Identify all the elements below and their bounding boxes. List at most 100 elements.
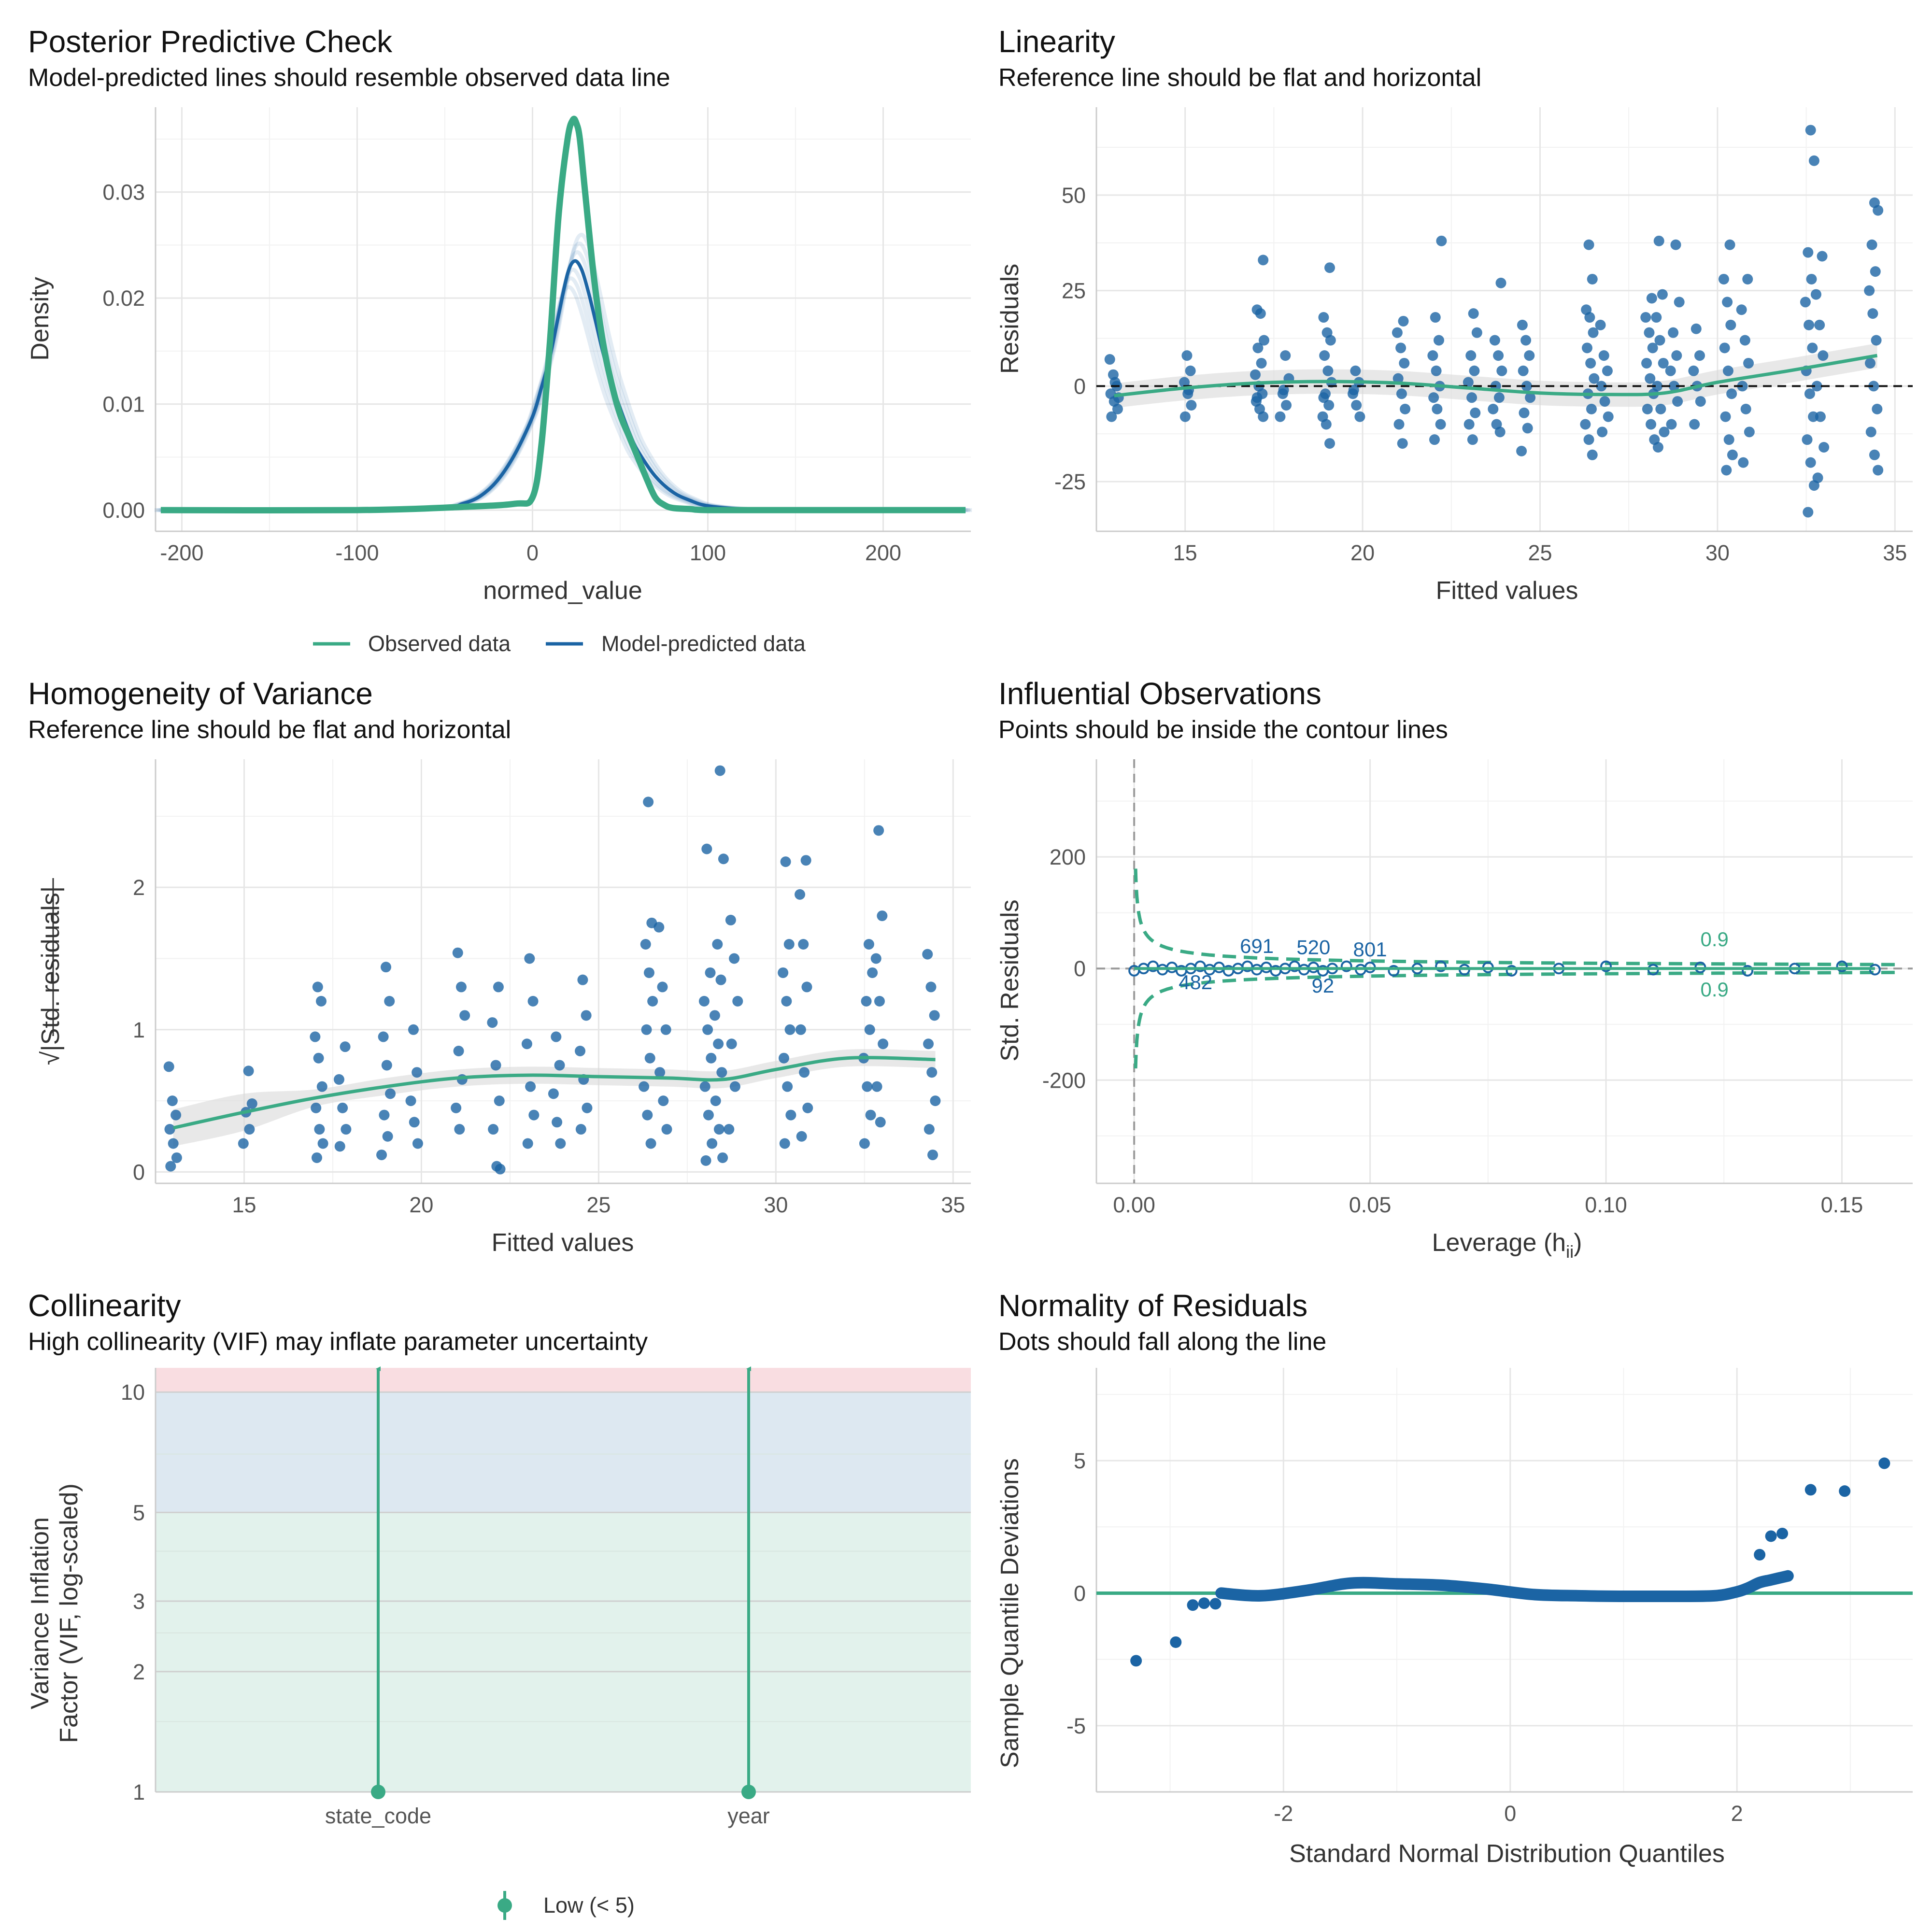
homogeneity-point (875, 1117, 886, 1128)
normality-point (1839, 1485, 1851, 1497)
linearity-point (1804, 388, 1815, 399)
linearity-point (1718, 273, 1729, 284)
homogeneity-point (643, 967, 654, 978)
homogeneity-point (340, 1041, 351, 1052)
linearity-point (1258, 411, 1269, 422)
linearity-x-tick-label: 20 (1350, 540, 1375, 565)
homogeneity-point (548, 1088, 559, 1099)
ppc-y-tick-label: 0.03 (102, 180, 145, 205)
ppc-x-tick-label: 0 (526, 540, 539, 565)
homogeneity-point (454, 1124, 465, 1135)
normality-point (1187, 1599, 1199, 1611)
linearity-point (1181, 350, 1193, 361)
linearity-y-tick-label: -25 (1054, 469, 1086, 494)
linearity-point (1524, 350, 1535, 361)
normality-y-tick-label: 5 (1074, 1449, 1086, 1473)
normality-point (1765, 1530, 1777, 1542)
linearity-point (1393, 419, 1405, 430)
influential-point-label: 92 (1312, 974, 1335, 997)
homogeneity-x-tick-label: 35 (941, 1193, 965, 1217)
homogeneity-point (795, 1024, 806, 1035)
linearity-point (1392, 327, 1403, 338)
homogeneity-point (878, 1038, 889, 1050)
homogeneity-point (554, 1060, 565, 1071)
linearity-point (1668, 327, 1679, 338)
homogeneity-point (867, 967, 878, 978)
linearity-point (1351, 399, 1362, 411)
collinearity-y-tick-label: 1 (133, 1780, 145, 1804)
linearity-point (1812, 472, 1823, 483)
ppc-predicted-line (160, 259, 966, 512)
linearity-point (1723, 434, 1734, 445)
homogeneity-point (799, 1067, 810, 1078)
linearity-point (1354, 411, 1365, 422)
influential-point (1388, 965, 1400, 977)
homogeneity-point (451, 1102, 462, 1113)
linearity-point (1104, 354, 1115, 365)
linearity-point (1588, 327, 1599, 338)
linearity-point (1348, 384, 1359, 396)
linearity-point (1258, 255, 1269, 266)
linearity-point (1112, 403, 1123, 414)
homogeneity-point (167, 1095, 178, 1107)
homogeneity-point (864, 1024, 875, 1035)
collinearity-x-tick-label: state_code (325, 1804, 431, 1828)
linearity-point (1495, 277, 1506, 288)
linearity-point (1399, 357, 1410, 369)
influential-point (1435, 960, 1447, 972)
homogeneity-point (785, 1109, 796, 1121)
homogeneity-point (317, 1138, 328, 1149)
homogeneity-point (412, 1138, 423, 1149)
homogeneity-point (379, 1109, 390, 1121)
homogeneity-point (698, 995, 710, 1007)
homogeneity-point (705, 967, 716, 978)
homogeneity-x-axis-label: Fitted values (492, 1229, 634, 1257)
linearity-point (1430, 312, 1441, 323)
homogeneity-x-tick-label: 25 (586, 1193, 611, 1217)
linearity-point (1321, 419, 1332, 430)
influential-point (1506, 965, 1518, 977)
collinearity-x-tick-label: year (727, 1804, 770, 1828)
linearity-point (1428, 392, 1439, 403)
homogeneity-point (238, 1138, 249, 1149)
linearity-point (1652, 441, 1663, 453)
ppc-title: Posterior Predictive Check (28, 24, 393, 59)
linearity-point (1252, 342, 1264, 354)
linearity-x-tick-label: 30 (1705, 540, 1730, 565)
influential-contour-label: 0.9 (1701, 928, 1729, 951)
linearity-point (1651, 312, 1662, 323)
influential-contour-label: 0.9 (1701, 978, 1729, 1001)
influential-plot-area: 0.00 0.05 0.10 0.15 -200 0 200 691 520 801 482 92 0.… (1042, 759, 1913, 1217)
linearity-point (1429, 434, 1440, 445)
linearity-point (1674, 297, 1685, 308)
homogeneity-smooth-line (172, 1056, 936, 1130)
linearity-point (1808, 155, 1819, 166)
linearity-point (1516, 445, 1527, 456)
linearity-point (1868, 381, 1879, 392)
influential-x-tick-label: 0.00 (1113, 1193, 1155, 1217)
collinearity-y-tick-label: 10 (121, 1380, 145, 1405)
linearity-point (1668, 381, 1679, 392)
homogeneity-point (654, 1067, 666, 1078)
linearity-point (1811, 381, 1822, 392)
ppc-y-tick-label: 0.00 (102, 498, 145, 523)
linearity-y-tick-label: 25 (1062, 279, 1086, 303)
homogeneity-point (525, 1081, 536, 1092)
normality-point (1209, 1598, 1222, 1610)
linearity-point (1818, 441, 1830, 453)
collinearity-y-axis-label: Variance Inflation Factor (VIF, log-scal… (26, 1483, 83, 1743)
homogeneity-point (661, 1124, 672, 1135)
linearity-point (1179, 411, 1191, 422)
linearity-point (1603, 411, 1614, 422)
linearity-point (1280, 350, 1291, 361)
homogeneity-point (313, 1052, 324, 1064)
homogeneity-point (494, 1095, 505, 1107)
homogeneity-point (703, 1109, 714, 1121)
linearity-point (1583, 434, 1594, 445)
homogeneity-point (639, 1081, 650, 1092)
homogeneity-point (713, 1124, 724, 1135)
linearity-point (1803, 507, 1814, 518)
homogeneity-point (798, 939, 809, 950)
homogeneity-point (702, 1024, 713, 1035)
linearity-point (1318, 392, 1329, 403)
